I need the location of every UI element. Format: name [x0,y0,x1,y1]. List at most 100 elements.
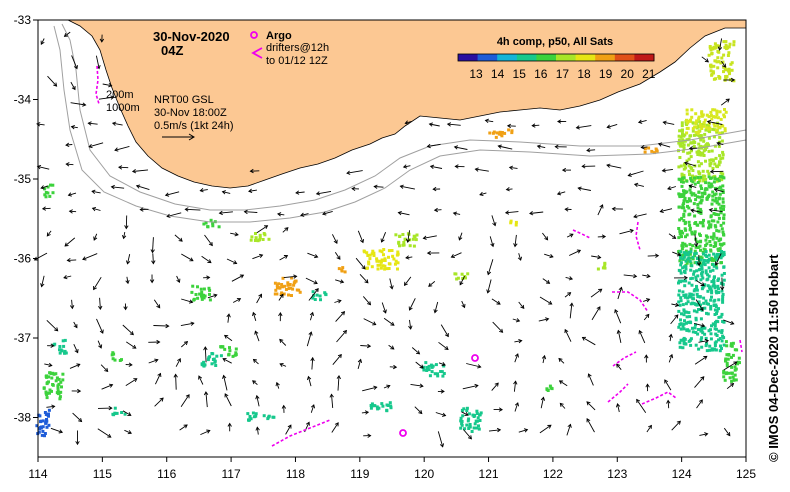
current-vector [591,306,601,321]
current-vector [671,420,681,431]
current-vector [357,230,365,244]
lon-tick-label: 114 [28,467,47,481]
sst-pixel [682,313,686,317]
sst-pixel [687,250,691,254]
current-vector [668,353,674,363]
sst-pixel [700,191,704,195]
colorbar-title: 4h comp, p50, All Sats [497,36,613,48]
sst-pixel [693,232,697,236]
sst-pixel [729,344,733,348]
current-vector [125,254,131,265]
sst-pixel [697,268,701,272]
sst-pixel [715,110,719,113]
current-vector [538,317,550,322]
sst-pixel [408,244,412,248]
sst-pixel [709,332,713,336]
sst-pixel [716,247,720,251]
current-vector [336,329,347,343]
sst-pixel [714,303,718,307]
sst-pixel [681,266,685,270]
current-vector [154,397,164,407]
sst-pixel [680,312,683,316]
sst-pixel [688,212,692,216]
sst-pixel [115,411,119,415]
sst-pixel [682,255,686,259]
sst-pixel [721,156,725,160]
current-vector [645,383,650,392]
current-vector [544,253,554,259]
sst-pixel [689,141,693,145]
sst-pixel [700,272,703,276]
sst-pixel [704,177,708,181]
current-vector [285,424,292,435]
sst-pixel [712,135,716,139]
current-vector [40,38,45,45]
sst-pixel [727,51,731,55]
sst-pixel [683,284,687,288]
sst-pixel [687,329,691,333]
sst-pixel [680,172,684,176]
sst-pixel [719,281,723,285]
sst-pixel [258,233,262,237]
current-vector [46,404,56,409]
argo-float [399,429,407,437]
current-vector [315,190,332,196]
current-vector [255,394,260,407]
sst-pixel [680,195,684,198]
sst-pixel [367,260,371,264]
sst-pixel [730,365,734,369]
sst-pixel [688,252,692,256]
sst-pixel [685,159,689,163]
sst-pixel [715,179,719,183]
sst-pixel [720,312,724,316]
sst-pixel [713,241,717,245]
sst-pixel [717,60,721,64]
sst-pixel [380,259,384,262]
colorbar-swatch [575,54,596,61]
current-vector [559,402,566,409]
sst-pixel [722,40,726,44]
sst-pixel [681,303,685,307]
sst-pixel [715,130,719,134]
current-vector [606,123,618,129]
sst-pixel [722,336,726,340]
current-vector [181,298,194,304]
sst-pixel [468,423,472,426]
sst-pixel [720,250,723,253]
sst-pixel [693,193,697,197]
sst-pixel [463,427,467,431]
sst-pixel [208,288,212,292]
sst-pixel [711,268,715,272]
sst-pixel [711,127,715,131]
current-vector [173,373,178,390]
sst-pixel [737,356,741,360]
sst-pixel [341,266,345,270]
current-vector [506,123,516,129]
current-vector [714,253,722,266]
sst-pixel [61,378,65,382]
product-label: NRT00 GSL [154,94,214,106]
sst-pixel [712,282,716,286]
sst-pixel [685,190,689,194]
sst-pixel [217,225,221,229]
current-vector [513,380,518,392]
sst-pixel [287,287,291,290]
sst-pixel [275,286,279,290]
sst-pixel [709,176,713,180]
sst-pixel [683,139,687,143]
current-vector [179,424,188,431]
sst-pixel [724,75,728,78]
lon-tick-label: 117 [222,467,241,481]
sst-pixel [698,179,702,183]
colorbar-tick-label: 15 [513,67,527,81]
current-vector [720,98,730,106]
current-vector [512,318,521,323]
sst-pixel [708,269,712,273]
sst-pixel [696,132,700,135]
sst-pixel [713,162,717,166]
current-vector [643,298,651,303]
current-vector [232,297,242,303]
current-vector [306,375,312,387]
sst-pixel [711,47,715,51]
sst-pixel [702,247,706,251]
